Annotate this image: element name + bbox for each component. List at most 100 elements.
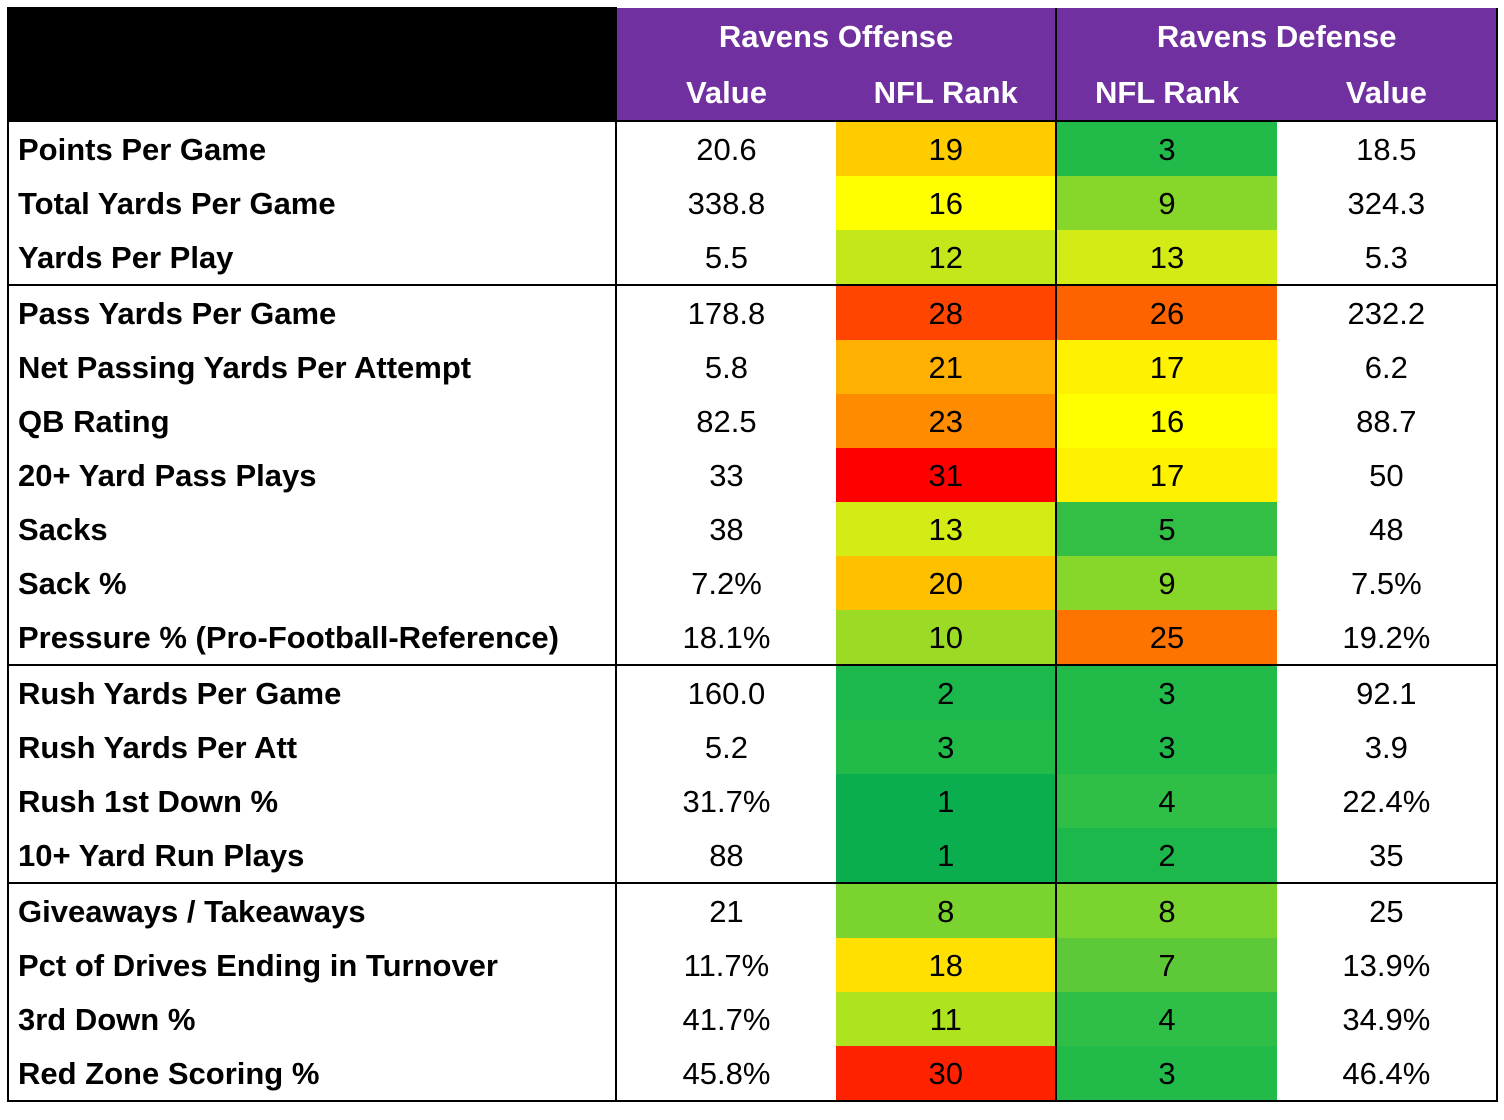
offense-title: Ravens Offense — [615, 8, 1057, 64]
offense-rank-cell: 16 — [836, 176, 1057, 230]
defense-value-cell: 5.3 — [1276, 230, 1499, 285]
defense-rank-cell: 26 — [1055, 284, 1277, 340]
defense-value-cell: 34.9% — [1276, 992, 1499, 1046]
offense-rank-cell: 12 — [836, 230, 1057, 285]
row-label: Sack % — [7, 556, 617, 610]
table-row: 3rd Down % 41.7% 11 4 34.9% — [7, 992, 1499, 1046]
defense-rank-cell: 5 — [1055, 502, 1277, 556]
offense-rank-cell: 19 — [836, 120, 1057, 176]
defense-value-cell: 48 — [1276, 502, 1499, 556]
defense-rank-cell: 8 — [1055, 882, 1277, 938]
defense-value-cell: 7.5% — [1276, 556, 1499, 610]
row-label: Pct of Drives Ending in Turnover — [7, 938, 617, 992]
offense-rank-cell: 23 — [836, 394, 1057, 448]
offense-value-cell: 11.7% — [683, 947, 770, 983]
defense-value-cell: 13.9% — [1276, 938, 1499, 992]
defense-value-cell: 35 — [1276, 828, 1499, 883]
defense-rank-cell: 3 — [1055, 664, 1277, 720]
defense-rank-cell: 4 — [1055, 992, 1277, 1046]
stats-body: Points Per Game 20.6 19 3 18.5 Total Yards Pe… — [7, 120, 1499, 1102]
defense-title: Ravens Defense — [1055, 8, 1498, 64]
offense-value-cell: 38 — [709, 511, 744, 547]
defense-rank-cell: 3 — [1055, 720, 1277, 774]
offense-value-cell: 7.2% — [691, 565, 762, 601]
offense-value-cell: 5.8 — [704, 349, 748, 385]
table-row: Pressure % (Pro-Football-Reference) 18.1%… — [7, 610, 1499, 665]
offense-value-cell: 5.5 — [704, 239, 748, 275]
offense-rank-cell: 31 — [836, 448, 1057, 502]
header-blank-cell — [7, 7, 617, 122]
row-label: Yards Per Play — [7, 230, 617, 285]
table-row: QB Rating 82.5 23 16 88.7 — [7, 394, 1499, 448]
defense-value-cell: 324.3 — [1276, 176, 1499, 230]
offense-rank-cell: 21 — [836, 340, 1057, 394]
ravens-stats-table: Ravens Offense Ravens Defense Value NFL … — [7, 7, 1499, 1102]
row-label: QB Rating — [7, 394, 617, 448]
offense-value-cell: 21 — [615, 882, 837, 938]
row-label: Total Yards Per Game — [7, 176, 617, 230]
offense-value-cell: 5.2 — [704, 729, 748, 765]
offense-value-cell: 82.5 — [696, 403, 757, 439]
offense-value-cell: 160.0 — [615, 664, 837, 720]
table-row: 20+ Yard Pass Plays 33 31 17 50 — [7, 448, 1499, 502]
defense-value-cell: 25 — [1276, 882, 1499, 938]
table-row: Red Zone Scoring % 45.8% 30 3 46.4% — [7, 1046, 1499, 1102]
offense-rank-cell: 13 — [836, 502, 1057, 556]
table-row: Sack % 7.2% 20 9 7.5% — [7, 556, 1499, 610]
row-label: Pass Yards Per Game — [7, 284, 617, 340]
row-label: Net Passing Yards Per Attempt — [7, 340, 617, 394]
offense-value-cell: 338.8 — [687, 185, 766, 221]
row-label: Rush Yards Per Game — [7, 664, 617, 720]
table-row: Pct of Drives Ending in Turnover 11.7% 18 7… — [7, 938, 1499, 992]
offense-value-cell: 45.8% — [615, 1046, 837, 1102]
row-label: Rush 1st Down % — [7, 774, 617, 828]
table-row: Points Per Game 20.6 19 3 18.5 — [7, 120, 1499, 176]
offense-rank-cell: 3 — [836, 720, 1057, 774]
defense-value-cell: 50 — [1276, 448, 1499, 502]
row-label: Pressure % (Pro-Football-Reference) — [7, 610, 617, 665]
offense-rank-cell: 20 — [836, 556, 1057, 610]
row-label: 3rd Down % — [7, 992, 617, 1046]
defense-rank-cell: 4 — [1055, 774, 1277, 828]
table-row: Pass Yards Per Game 178.8 28 26 232.2 — [7, 284, 1499, 340]
table-row: Rush Yards Per Game 160.0 2 3 92.1 — [7, 664, 1499, 720]
offense-value-cell: 178.8 — [615, 284, 837, 340]
defense-value-cell: 18.5 — [1276, 120, 1499, 176]
offense-value-cell: 33 — [709, 457, 744, 493]
offense-rank-cell: 30 — [836, 1046, 1057, 1102]
offense-rank-cell: 1 — [836, 828, 1057, 883]
table-row: Net Passing Yards Per Attempt 5.8 21 17 6.2 — [7, 340, 1499, 394]
table-row: Yards Per Play 5.5 12 13 5.3 — [7, 230, 1499, 285]
offense-value-cell: 41.7% — [682, 1001, 771, 1037]
row-label: Sacks — [7, 502, 617, 556]
row-label: Points Per Game — [7, 120, 617, 176]
defense-value-cell: 6.2 — [1276, 340, 1499, 394]
defense-rank-cell: 3 — [1055, 1046, 1277, 1102]
row-label: Red Zone Scoring % — [7, 1046, 617, 1102]
offense-value-header: Value — [615, 64, 837, 121]
defense-value-cell: 232.2 — [1276, 284, 1499, 340]
defense-rank-cell: 3 — [1055, 120, 1277, 176]
offense-rank-cell: 1 — [836, 774, 1057, 828]
offense-value-cell: 20.6 — [615, 120, 837, 176]
table-row: Giveaways / Takeaways 21 8 8 25 — [7, 882, 1499, 938]
defense-rank-cell: 13 — [1055, 230, 1277, 285]
defense-value-cell: 3.9 — [1276, 720, 1499, 774]
row-label: Giveaways / Takeaways — [7, 882, 617, 938]
offense-rank-cell: 18 — [836, 938, 1057, 992]
table-row: Total Yards Per Game 338.8 16 9 324.3 — [7, 176, 1499, 230]
table-row: 10+ Yard Run Plays 88 1 2 35 — [7, 828, 1499, 883]
offense-rank-header: NFL Rank — [836, 64, 1057, 121]
row-label: 10+ Yard Run Plays — [7, 828, 617, 883]
offense-rank-cell: 28 — [836, 284, 1057, 340]
offense-value-cell: 88 — [709, 837, 744, 873]
defense-rank-cell: 16 — [1055, 394, 1277, 448]
offense-rank-cell: 11 — [836, 992, 1057, 1046]
defense-rank-cell: 9 — [1055, 176, 1277, 230]
defense-rank-header: NFL Rank — [1055, 64, 1277, 121]
defense-rank-cell: 17 — [1055, 448, 1277, 502]
defense-value-cell: 88.7 — [1276, 394, 1499, 448]
offense-rank-cell: 8 — [836, 882, 1057, 938]
defense-value-header: Value — [1276, 64, 1499, 121]
offense-value-cell: 18.1% — [682, 619, 771, 655]
